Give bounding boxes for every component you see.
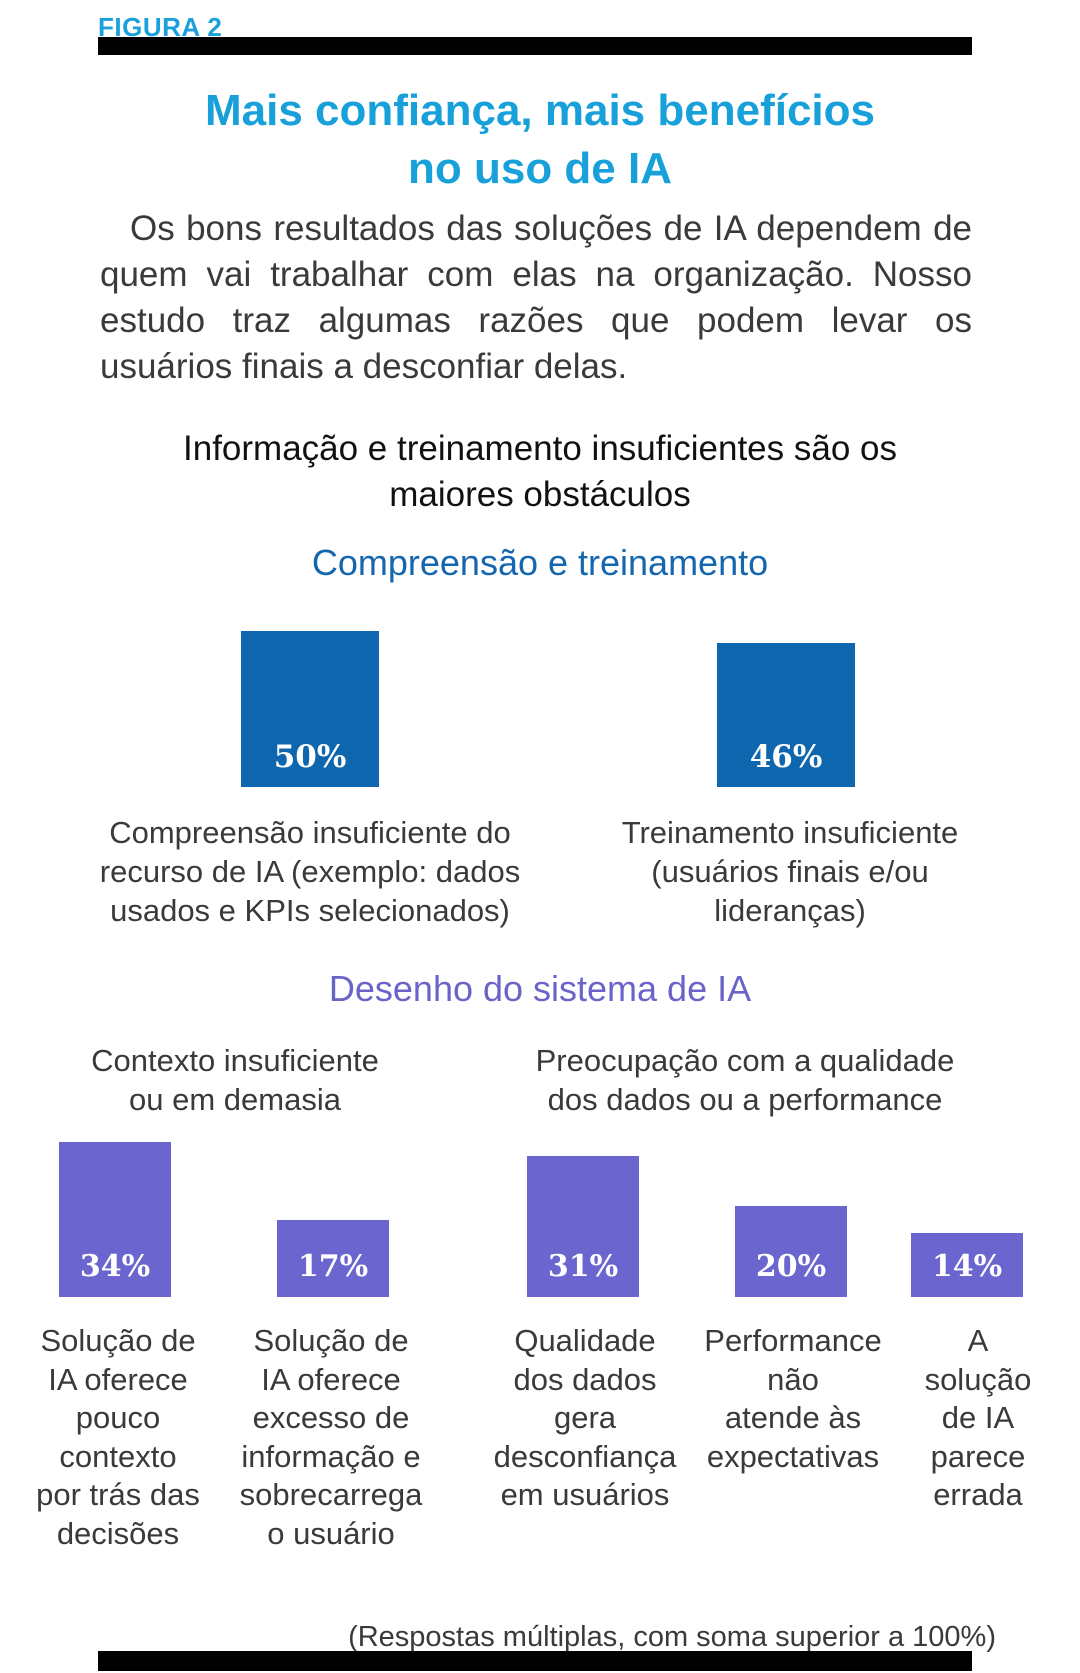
caption-excess-information: Solução de IA oferece excesso de informa… (226, 1322, 436, 1553)
top-rule (98, 37, 972, 55)
bar-label-performance: 20% (755, 1249, 827, 1284)
caption-little-context: Solução de IA oferece pouco contexto por… (20, 1322, 216, 1553)
chart-subtitle-line-2: maiores obstáculos (389, 475, 691, 514)
figure-title-line-1: Mais confiança, mais benefícios (204, 86, 875, 135)
bar-label-excess-information: 17% (297, 1249, 369, 1284)
intro-paragraph: Os bons resultados das soluções de IA de… (100, 209, 972, 386)
caption-line: não (767, 1361, 819, 1397)
caption-line: Treinamento insuficiente (621, 815, 959, 850)
figure-title: Mais confiança, mais benefícios no uso d… (0, 82, 1080, 198)
caption-seems-wrong: A solução de IA parece errada (903, 1322, 1053, 1515)
group-heading-context: Contexto insuficiente ou em demasia (60, 1041, 410, 1119)
caption-understanding: Compreensão insuficiente do recurso de I… (80, 813, 540, 930)
bar-little-context (59, 1142, 171, 1297)
footnote: (Respostas múltiplas, com soma superior … (348, 1621, 996, 1653)
caption-line: de IA (941, 1400, 1015, 1435)
caption-line: pouco (75, 1400, 161, 1435)
caption-line: dos dados (513, 1361, 657, 1397)
caption-line: Compreensão insuficiente do (109, 815, 511, 850)
caption-line: IA oferece (48, 1361, 188, 1397)
group-heading-data-quality: Preocupação com a qualidade dos dados ou… (520, 1041, 970, 1119)
caption-line: sobrecarrega (239, 1477, 423, 1512)
caption-performance: Performance não atende às expectativas (693, 1322, 893, 1476)
caption-line: decisões (56, 1515, 180, 1551)
caption-line: o usuário (267, 1515, 395, 1551)
caption-line: solução (924, 1361, 1032, 1397)
bar-label-training: 46% (749, 739, 823, 775)
caption-line: Performance (704, 1323, 882, 1358)
group-heading-data-quality-line-2: dos dados ou a performance (547, 1082, 943, 1117)
caption-line: Solução de (253, 1323, 409, 1358)
caption-line: excesso de (252, 1400, 410, 1435)
caption-line: (usuários finais e/ou (651, 854, 929, 889)
bar-label-data-quality: 31% (547, 1249, 619, 1284)
caption-line: expectativas (706, 1438, 880, 1474)
bar-performance (735, 1206, 847, 1297)
section-heading-system-design: Desenho do sistema de IA (328, 968, 752, 1009)
bar-excess-information (277, 1219, 389, 1297)
caption-line: recurso de IA (exemplo: dados (99, 854, 521, 889)
caption-line: lideranças) (714, 893, 866, 928)
chart-subtitle-line-1: Informação e treinamento insuficientes s… (183, 429, 897, 468)
caption-training: Treinamento insuficiente (usuários finai… (570, 813, 1010, 930)
bar-label-seems-wrong: 14% (931, 1249, 1003, 1284)
figure-label: FIGURA 2 (98, 12, 223, 42)
caption-line: atende às (724, 1400, 862, 1435)
caption-line: errada (933, 1477, 1023, 1512)
bar-understanding (241, 630, 379, 787)
caption-line: IA oferece (261, 1361, 401, 1397)
caption-line: usados e KPIs selecionados) (110, 893, 510, 928)
group-heading-context-line-1: Contexto insuficiente (91, 1043, 379, 1078)
group-heading-context-line-2: ou em demasia (129, 1082, 341, 1117)
bar-training (717, 643, 855, 787)
caption-line: parece (930, 1438, 1026, 1474)
caption-line: desconfiança (493, 1438, 677, 1474)
bar-seems-wrong (911, 1233, 1023, 1297)
bar-label-little-context: 34% (79, 1249, 151, 1284)
caption-line: A (967, 1323, 989, 1358)
caption-line: gera (553, 1400, 617, 1435)
group-heading-data-quality-line-1: Preocupação com a qualidade (535, 1043, 955, 1078)
bar-data-quality (527, 1155, 639, 1297)
caption-line: informação e (241, 1438, 421, 1474)
caption-data-quality: Qualidade dos dados gera desconfiança em… (485, 1322, 685, 1515)
chart-subtitle: Informação e treinamento insuficientes s… (0, 426, 1080, 518)
bar-label-understanding: 50% (273, 739, 347, 775)
caption-line: Qualidade (514, 1323, 656, 1358)
caption-line: contexto (59, 1438, 177, 1474)
bottom-rule (98, 1651, 972, 1671)
caption-line: por trás das (36, 1477, 200, 1512)
caption-line: Solução de (40, 1323, 196, 1358)
section-heading-training: Compreensão e treinamento (311, 542, 769, 583)
figure-title-line-2: no uso de IA (408, 144, 672, 193)
caption-line: em usuários (500, 1477, 670, 1512)
